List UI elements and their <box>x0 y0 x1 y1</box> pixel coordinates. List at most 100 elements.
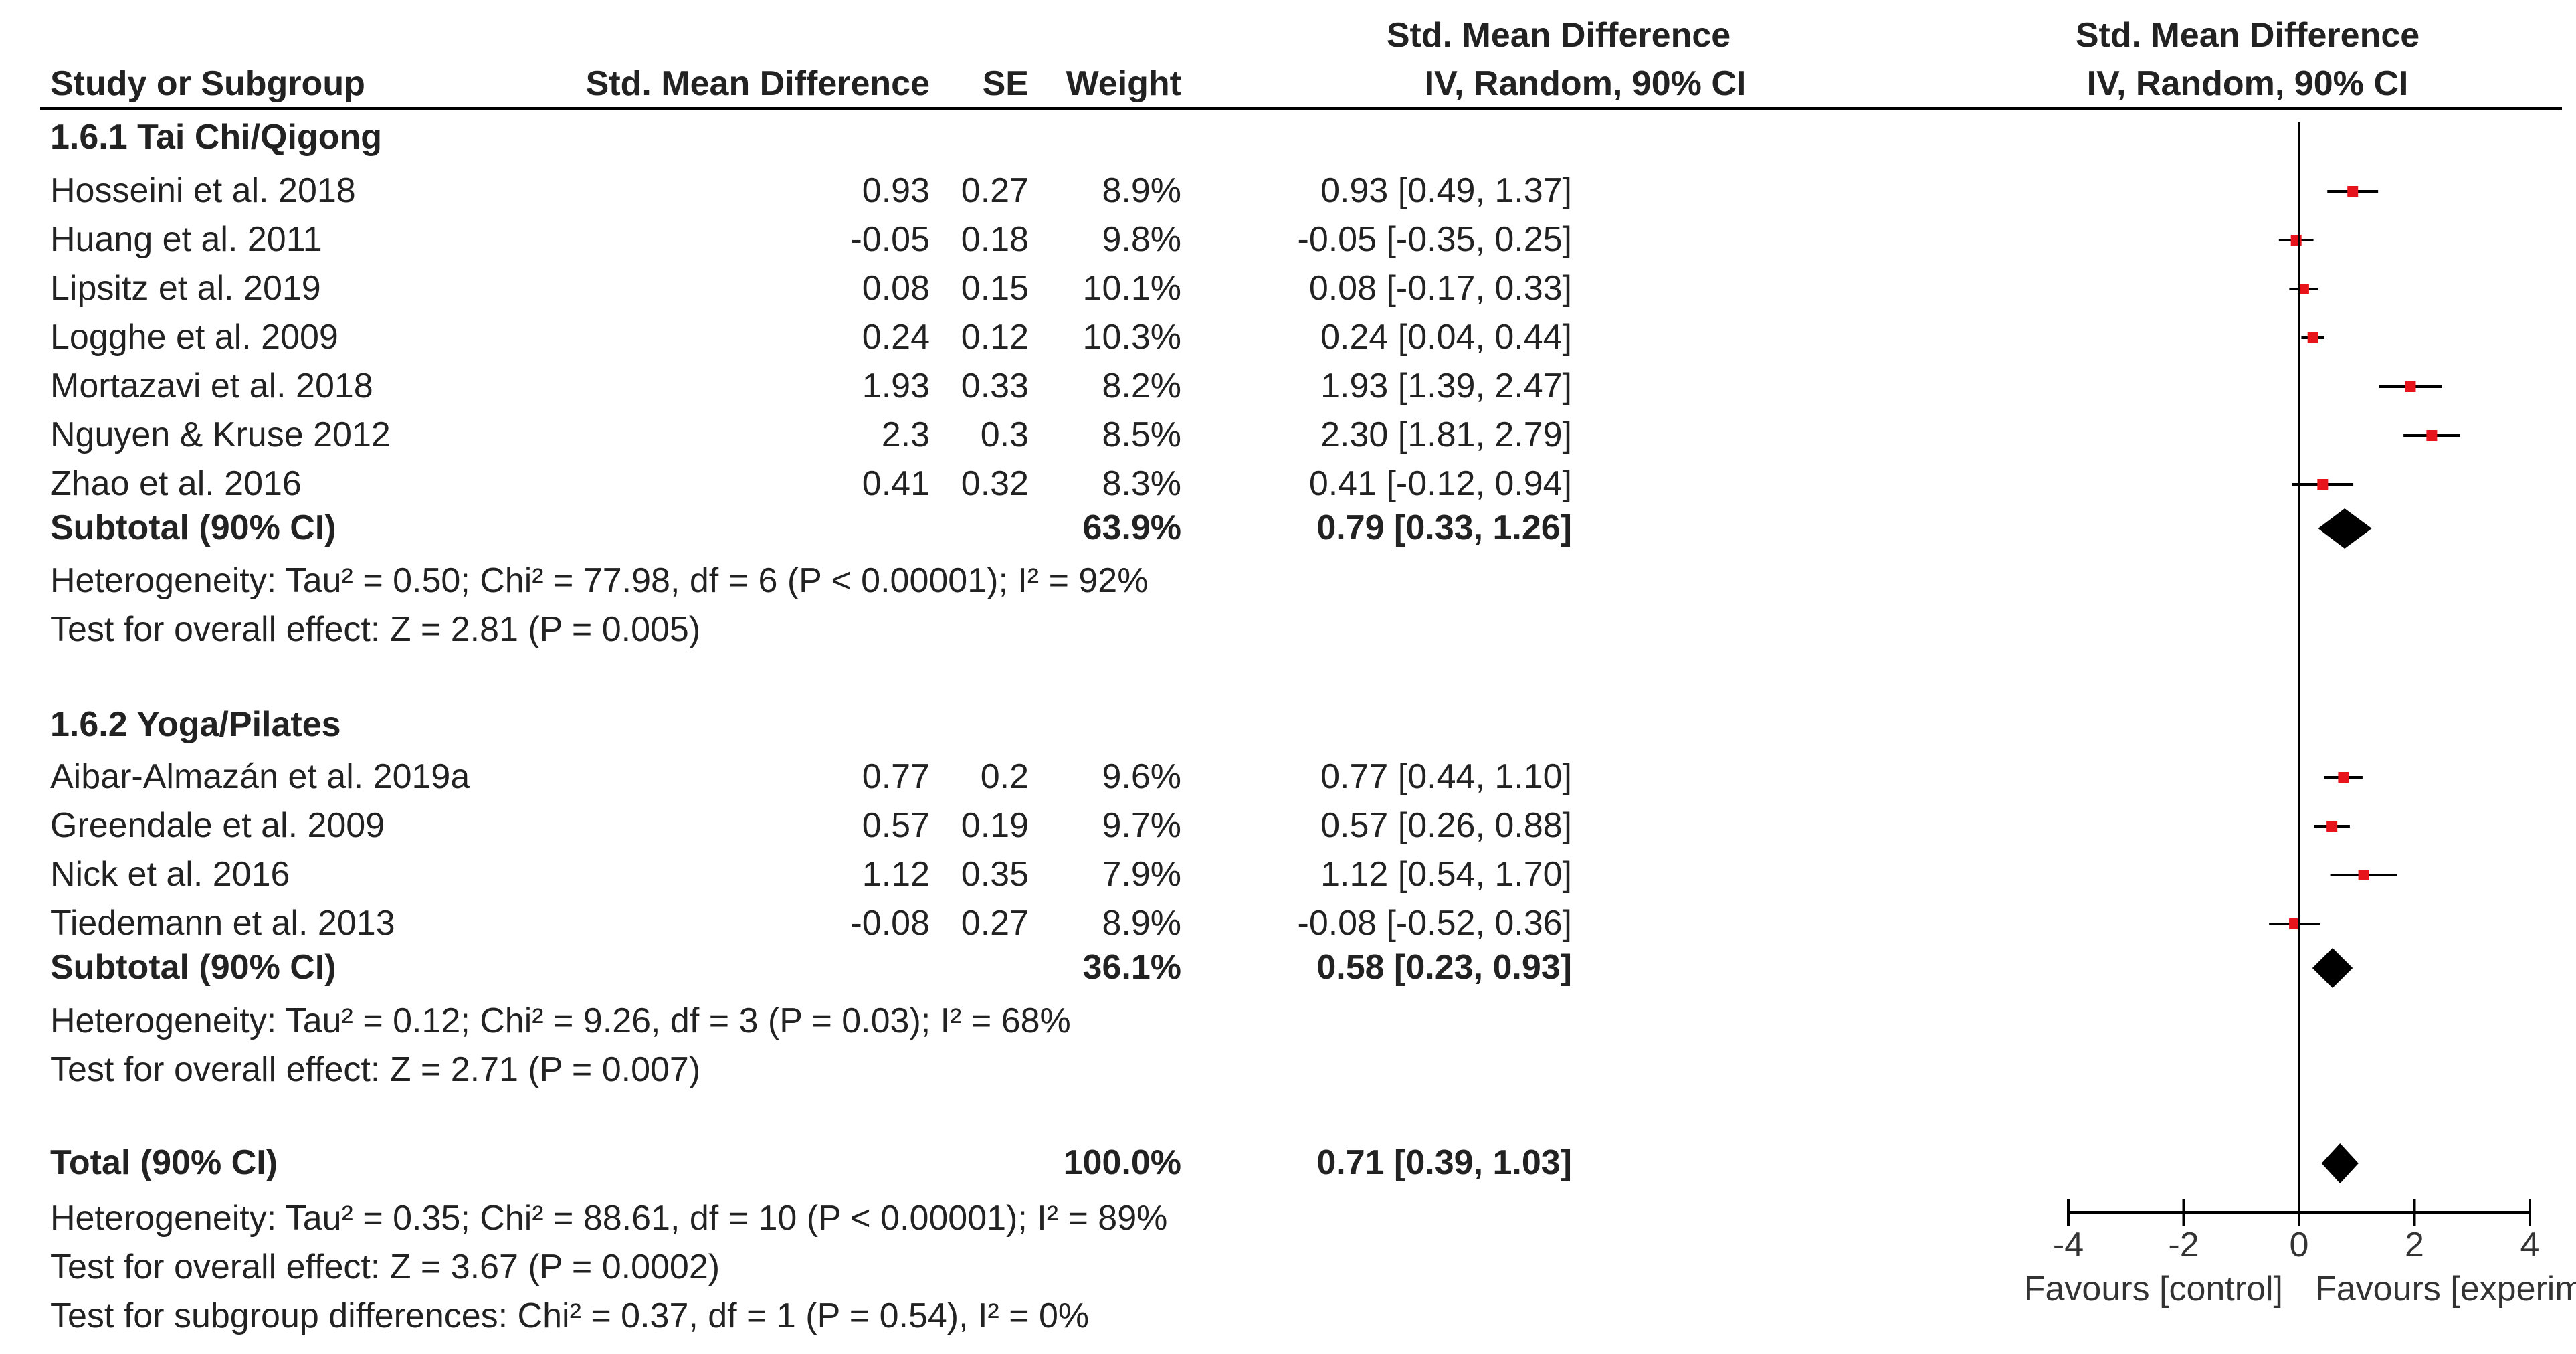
effect-marker <box>2338 772 2349 783</box>
total-label: Total (90% CI) <box>50 1143 278 1182</box>
study-se: 0.15 <box>961 269 1029 308</box>
study-name: Lipsitz et al. 2019 <box>50 269 321 308</box>
study-name: Mortazavi et al. 2018 <box>50 367 373 405</box>
effect-marker <box>2358 870 2369 880</box>
x-axis-tick-label: -2 <box>2168 1226 2199 1264</box>
study-weight: 8.3% <box>1102 464 1181 503</box>
favours-control-label: Favours [control] <box>2024 1270 2283 1309</box>
heterogeneity-text: Heterogeneity: Tau² = 0.50; Chi² = 77.98… <box>50 561 1148 600</box>
study-smd: 1.12 <box>862 855 930 894</box>
subtotal-label: Subtotal (90% CI) <box>50 508 336 547</box>
plot-area: -4 -2 0 2 4 Favours [control] Favours [experim… <box>2024 122 2576 1309</box>
x-axis-tick-label: 4 <box>2520 1226 2540 1264</box>
study-se: 0.27 <box>961 171 1029 210</box>
group-title: 1.6.2 Yoga/Pilates <box>50 705 341 744</box>
study-se: 0.2 <box>981 757 1029 796</box>
study-weight: 9.6% <box>1102 757 1181 796</box>
subtotal-weight: 63.9% <box>1083 508 1181 547</box>
study-name: Huang et al. 2011 <box>50 220 322 259</box>
table-rows: 1.6.1 Tai Chi/Qigong Hosseini et al. 2018… <box>50 118 1572 1335</box>
study-smd: 0.08 <box>862 269 930 308</box>
effect-marker <box>2426 430 2438 441</box>
effect-marker <box>2347 186 2359 197</box>
header-plot-bottom: IV, Random, 90% CI <box>2087 64 2409 103</box>
subgroup-test-text: Test for subgroup differences: Chi² = 0.… <box>50 1296 1089 1335</box>
study-se: 0.12 <box>961 318 1029 357</box>
header-ci-bottom: IV, Random, 90% CI <box>1425 64 1747 103</box>
study-se: 0.19 <box>961 806 1029 845</box>
total-overall-effect-text: Test for overall effect: Z = 3.67 (P = 0… <box>50 1248 720 1286</box>
header-weight: Weight <box>1066 64 1181 103</box>
effect-marker <box>2405 381 2416 392</box>
subtotal-ci: 0.79 [0.33, 1.26] <box>1316 508 1572 547</box>
study-weight: 10.3% <box>1083 318 1181 357</box>
study-ci: 0.93 [0.49, 1.37] <box>1320 171 1572 210</box>
heterogeneity-text: Heterogeneity: Tau² = 0.12; Chi² = 9.26,… <box>50 1001 1071 1040</box>
header-study: Study or Subgroup <box>50 64 365 103</box>
effect-marker <box>2326 821 2338 832</box>
subtotal-diamond <box>2318 508 2372 549</box>
study-se: 0.33 <box>961 367 1029 405</box>
study-name: Nguyen & Kruse 2012 <box>50 415 391 454</box>
study-se: 0.35 <box>961 855 1029 894</box>
subtotal-label: Subtotal (90% CI) <box>50 948 336 987</box>
study-weight: 9.8% <box>1102 220 1181 259</box>
study-ci: -0.05 [-0.35, 0.25] <box>1298 220 1573 259</box>
study-weight: 8.5% <box>1102 415 1181 454</box>
x-axis-tick-label: 2 <box>2405 1226 2424 1264</box>
study-name: Hosseini et al. 2018 <box>50 171 356 210</box>
study-se: 0.3 <box>981 415 1029 454</box>
study-smd: -0.08 <box>850 904 930 943</box>
study-smd: 2.3 <box>882 415 930 454</box>
total-heterogeneity-text: Heterogeneity: Tau² = 0.35; Chi² = 88.61… <box>50 1199 1167 1238</box>
study-name: Zhao et al. 2016 <box>50 464 302 503</box>
x-axis-tick-label: -4 <box>2053 1226 2084 1264</box>
study-smd: -0.05 <box>850 220 930 259</box>
study-name: Logghe et al. 2009 <box>50 318 338 357</box>
header-ci-top: Std. Mean Difference <box>1387 16 1730 55</box>
study-weight: 8.2% <box>1102 367 1181 405</box>
study-smd: 0.93 <box>862 171 930 210</box>
study-ci: 0.41 [-0.12, 0.94] <box>1309 464 1572 503</box>
study-name: Greendale et al. 2009 <box>50 806 385 845</box>
effect-marker <box>2317 479 2329 490</box>
study-name: Tiedemann et al. 2013 <box>50 904 395 943</box>
study-smd: 0.57 <box>862 806 930 845</box>
subtotal-weight: 36.1% <box>1083 948 1181 987</box>
study-se: 0.32 <box>961 464 1029 503</box>
effect-marker <box>2307 332 2318 343</box>
study-ci: 0.77 [0.44, 1.10] <box>1320 757 1572 796</box>
total-ci: 0.71 [0.39, 1.03] <box>1316 1143 1572 1182</box>
header-plot-top: Std. Mean Difference <box>2076 16 2419 55</box>
study-ci: 1.93 [1.39, 2.47] <box>1320 367 1572 405</box>
total-diamond <box>2321 1143 2359 1183</box>
study-weight: 9.7% <box>1102 806 1181 845</box>
study-ci: 0.08 [-0.17, 0.33] <box>1309 269 1572 308</box>
total-weight: 100.0% <box>1064 1143 1181 1182</box>
study-weight: 10.1% <box>1083 269 1181 308</box>
study-name: Aibar-Almazán et al. 2019a <box>50 757 470 796</box>
study-ci: 1.12 [0.54, 1.70] <box>1320 855 1572 894</box>
study-smd: 0.24 <box>862 318 930 357</box>
study-se: 0.27 <box>961 904 1029 943</box>
study-weight: 8.9% <box>1102 171 1181 210</box>
favours-experimental-label: Favours [experimental] <box>2315 1270 2576 1309</box>
overall-effect-text: Test for overall effect: Z = 2.81 (P = 0… <box>50 610 700 649</box>
group-title: 1.6.1 Tai Chi/Qigong <box>50 118 382 157</box>
overall-effect-text: Test for overall effect: Z = 2.71 (P = 0… <box>50 1050 700 1089</box>
study-smd: 0.41 <box>862 464 930 503</box>
study-smd: 0.77 <box>862 757 930 796</box>
effect-marker <box>2289 918 2300 929</box>
header-smd: Std. Mean Difference <box>586 64 930 103</box>
header-se: SE <box>983 64 1029 103</box>
study-ci: 2.30 [1.81, 2.79] <box>1320 415 1572 454</box>
x-axis-tick-label: 0 <box>2290 1226 2309 1264</box>
subtotal-diamond <box>2312 948 2353 988</box>
study-ci: 0.57 [0.26, 0.88] <box>1320 806 1572 845</box>
study-ci: 0.24 [0.04, 0.44] <box>1320 318 1572 357</box>
study-se: 0.18 <box>961 220 1029 259</box>
subtotal-ci: 0.58 [0.23, 0.93] <box>1316 948 1572 987</box>
study-ci: -0.08 [-0.52, 0.36] <box>1298 904 1573 943</box>
study-name: Nick et al. 2016 <box>50 855 290 894</box>
